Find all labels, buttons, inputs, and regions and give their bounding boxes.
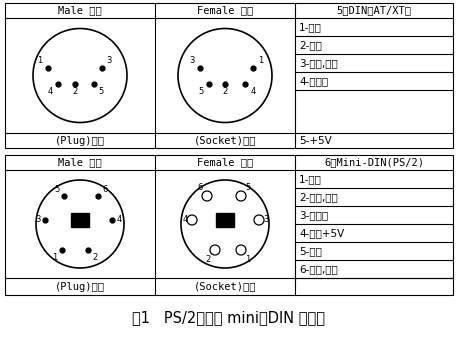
Text: 2: 2 [93, 254, 98, 263]
Text: 6: 6 [197, 183, 203, 192]
Text: 2-数据: 2-数据 [299, 40, 322, 50]
Text: 2: 2 [72, 87, 77, 96]
Text: (Plug)插头: (Plug)插头 [55, 136, 105, 146]
Text: (Socket)插座: (Socket)插座 [194, 136, 256, 146]
Text: 6: 6 [102, 184, 108, 193]
Text: 3: 3 [189, 56, 195, 65]
Text: 4: 4 [251, 87, 256, 96]
Text: 1: 1 [38, 56, 43, 65]
Text: 2: 2 [223, 87, 228, 96]
Text: Female 母的: Female 母的 [197, 157, 253, 167]
Text: (Socket)插座: (Socket)插座 [194, 282, 256, 291]
Text: 4: 4 [182, 216, 188, 225]
Text: 2-未用,保留: 2-未用,保留 [299, 192, 338, 202]
Text: 3-未用,保留: 3-未用,保留 [299, 58, 338, 68]
Text: Female 母的: Female 母的 [197, 6, 253, 16]
Text: (Plug)插头: (Plug)插头 [55, 282, 105, 291]
Bar [71, 213, 89, 227]
Text: 5脚DIN（AT/XT）: 5脚DIN（AT/XT） [337, 6, 411, 16]
Text: 1: 1 [52, 254, 58, 263]
Text: 5-时钟: 5-时钟 [299, 246, 322, 256]
Text: Male 公的: Male 公的 [58, 157, 102, 167]
Text: 3: 3 [263, 216, 269, 225]
Text: 2: 2 [205, 255, 211, 264]
Text: 5: 5 [55, 184, 60, 193]
Text: 4: 4 [47, 87, 53, 96]
Text: 1: 1 [245, 255, 251, 264]
Text: 5: 5 [98, 87, 104, 96]
Text: Male 公的: Male 公的 [58, 6, 102, 16]
Text: 1: 1 [258, 56, 264, 65]
Text: 1-时钟: 1-时钟 [299, 22, 322, 32]
Text: 4-电源+5V: 4-电源+5V [299, 228, 344, 238]
Bar [216, 213, 234, 227]
Text: 图1   PS/2接口的 mini－DIN 连接器: 图1 PS/2接口的 mini－DIN 连接器 [132, 310, 326, 326]
Text: 5: 5 [245, 183, 251, 192]
Text: 1-数据: 1-数据 [299, 174, 322, 184]
Text: 3: 3 [35, 216, 41, 225]
Text: 6脚Mini-DIN(PS/2): 6脚Mini-DIN(PS/2) [324, 157, 424, 167]
Text: 6-未用,保留: 6-未用,保留 [299, 264, 338, 274]
Text: 3-电源地: 3-电源地 [299, 210, 328, 220]
Text: 4: 4 [116, 216, 122, 225]
Text: 5: 5 [198, 87, 204, 96]
Text: 4-电源地: 4-电源地 [299, 76, 328, 86]
Bar [5, 155, 453, 295]
Text: 3: 3 [106, 56, 112, 65]
Text: 5-+5V: 5-+5V [299, 136, 332, 146]
Bar [5, 3, 453, 148]
